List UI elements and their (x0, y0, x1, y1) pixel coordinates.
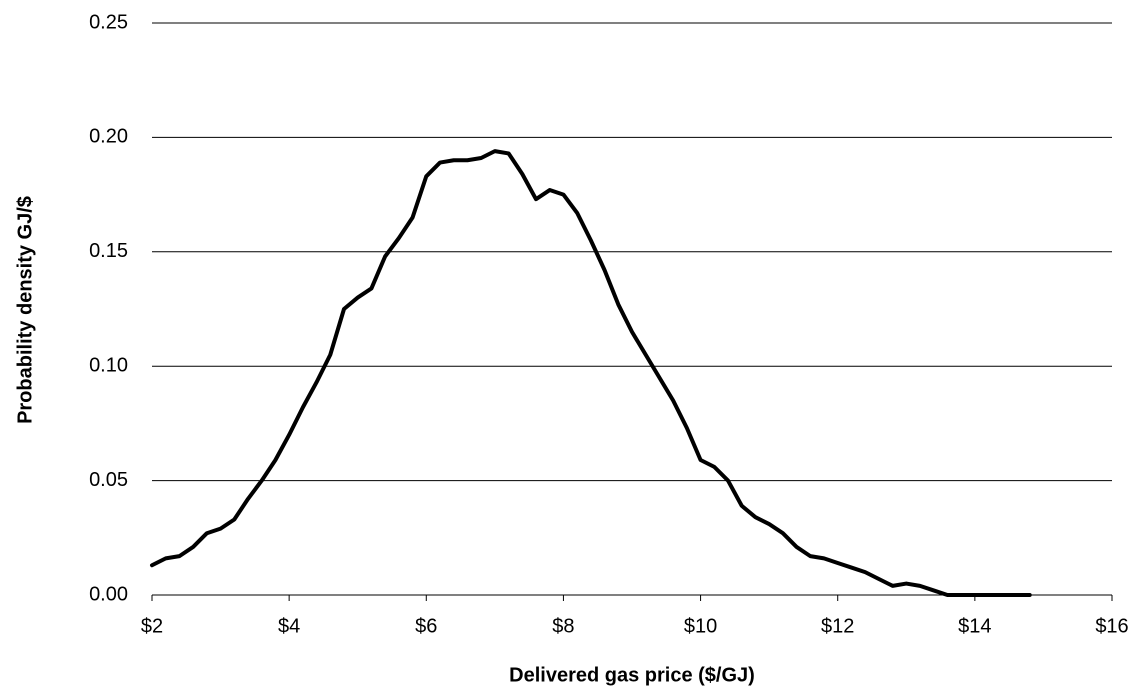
x-tick-label: $12 (821, 615, 854, 637)
x-tick-label: $4 (278, 615, 300, 637)
y-axis-label: Probability density GJ/$ (14, 196, 36, 424)
y-tick-label: 0.15 (89, 240, 128, 262)
y-tick-label: 0.05 (89, 469, 128, 491)
x-tick-label: $16 (1095, 615, 1128, 637)
x-tick-label: $2 (141, 615, 163, 637)
y-tick-label: 0.00 (89, 583, 128, 605)
x-tick-label: $10 (684, 615, 717, 637)
y-tick-label: 0.10 (89, 354, 128, 376)
x-tick-label: $6 (415, 615, 437, 637)
y-tick-label: 0.20 (89, 126, 128, 148)
x-tick-label: $14 (958, 615, 991, 637)
x-tick-label: $8 (552, 615, 574, 637)
x-axis-label: Delivered gas price ($/GJ) (509, 664, 755, 686)
line (150, 149, 1032, 597)
y-tick-label: 0.25 (89, 11, 128, 33)
